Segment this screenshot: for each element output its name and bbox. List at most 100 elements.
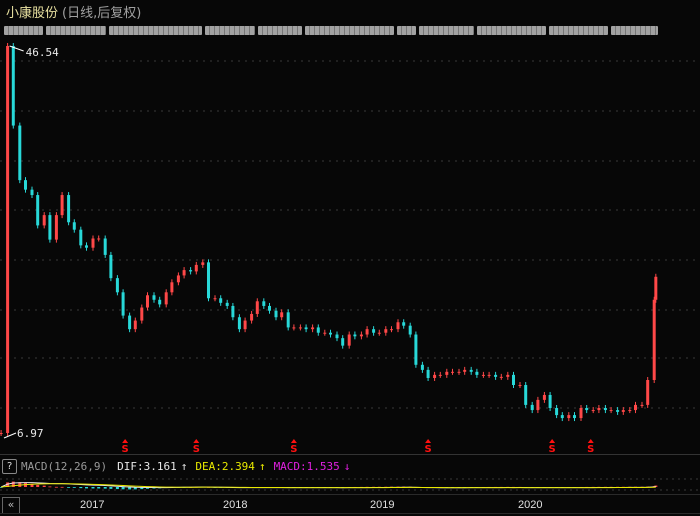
candle (255, 301, 259, 314)
candle (402, 322, 406, 326)
candle (426, 369, 430, 378)
macd-indicator-name[interactable]: MACD(12,26,9) (21, 459, 108, 473)
macd-bar (121, 487, 125, 490)
candle (628, 410, 632, 412)
signal-marker: S (193, 444, 200, 455)
candle (389, 329, 393, 331)
candle (213, 298, 217, 300)
candle (91, 238, 95, 248)
candle (201, 262, 205, 265)
macd-bar (654, 485, 658, 487)
candle (182, 270, 186, 276)
candle (158, 299, 162, 305)
candle (18, 125, 22, 181)
candle (60, 195, 64, 216)
candle (341, 338, 345, 346)
candle (603, 407, 607, 411)
candle (414, 334, 418, 365)
x-tick-label: 2020 (518, 499, 543, 511)
candle (438, 374, 442, 376)
candle (176, 275, 180, 283)
candle (219, 298, 223, 303)
candle (11, 46, 15, 126)
macd-bar (115, 487, 119, 490)
signal-marker: S (424, 444, 431, 455)
macd-bar (79, 487, 83, 489)
candle (280, 312, 284, 318)
candle (542, 394, 546, 400)
candle (323, 332, 327, 334)
candle (298, 327, 302, 329)
candle (499, 376, 503, 378)
chart-title: 小康股份 (日线,后复权) (6, 2, 141, 21)
candle (67, 195, 71, 223)
candle (194, 264, 198, 272)
candle (304, 327, 308, 330)
candle (231, 305, 235, 318)
candle (30, 189, 34, 196)
x-tick-label: 2017 (80, 499, 105, 511)
candle (133, 320, 137, 330)
candle (274, 310, 278, 318)
macd-bar (140, 487, 144, 490)
scroll-back-button[interactable]: « (2, 497, 20, 514)
signal-arrow-icon (122, 439, 129, 443)
candle (469, 369, 473, 372)
candle (262, 301, 266, 306)
obscured-info-bar (4, 26, 658, 37)
macd-bar (60, 486, 64, 488)
candle (487, 374, 491, 376)
candle (48, 215, 52, 240)
macd-bar (103, 487, 107, 489)
candle (335, 334, 339, 339)
dif-line (0, 482, 656, 489)
candle (316, 327, 320, 333)
candle (243, 320, 247, 330)
candle (445, 371, 449, 375)
candle (396, 322, 400, 330)
candle (79, 229, 83, 246)
macd-legend: ? MACD(12,26,9) DIF:3.161 ↑ DEA:2.394 ↑ MA… (2, 458, 358, 474)
candle (109, 254, 113, 279)
macd-bar (42, 485, 46, 487)
signal-arrow-icon (587, 439, 594, 443)
candle (292, 327, 296, 329)
candle (42, 215, 46, 226)
macd-bar (133, 487, 137, 490)
macd-bar (67, 487, 71, 488)
candle (377, 332, 381, 334)
x-tick-label: 2018 (223, 499, 248, 511)
stock-name: 小康股份 (6, 6, 59, 21)
candle (121, 292, 125, 316)
min-pointer (3, 432, 17, 439)
candle (189, 270, 193, 272)
candle (560, 415, 564, 419)
candle (6, 46, 10, 433)
help-button[interactable]: ? (2, 458, 17, 474)
candle (225, 302, 229, 306)
candle (237, 317, 241, 330)
macd-bar (54, 486, 58, 488)
candle (621, 410, 625, 412)
candle (384, 329, 388, 333)
candle (328, 332, 332, 335)
candle (152, 295, 156, 300)
candle (84, 245, 88, 248)
candle (115, 278, 119, 293)
candle (0, 433, 3, 434)
candle (128, 315, 132, 330)
macd-value: MACD:1.535 (273, 459, 340, 473)
candle (609, 410, 613, 412)
candle (267, 305, 271, 311)
candle (103, 238, 107, 255)
signal-arrow-icon (193, 439, 200, 443)
arrow-up-icon: ↑ (258, 459, 266, 473)
candle (250, 313, 254, 321)
candle (506, 374, 510, 377)
candle (494, 374, 498, 377)
signal-marker: S (290, 444, 297, 455)
candle (567, 415, 571, 419)
macd-bar (128, 487, 132, 490)
signal-arrow-icon (290, 439, 297, 443)
candle (591, 410, 595, 412)
